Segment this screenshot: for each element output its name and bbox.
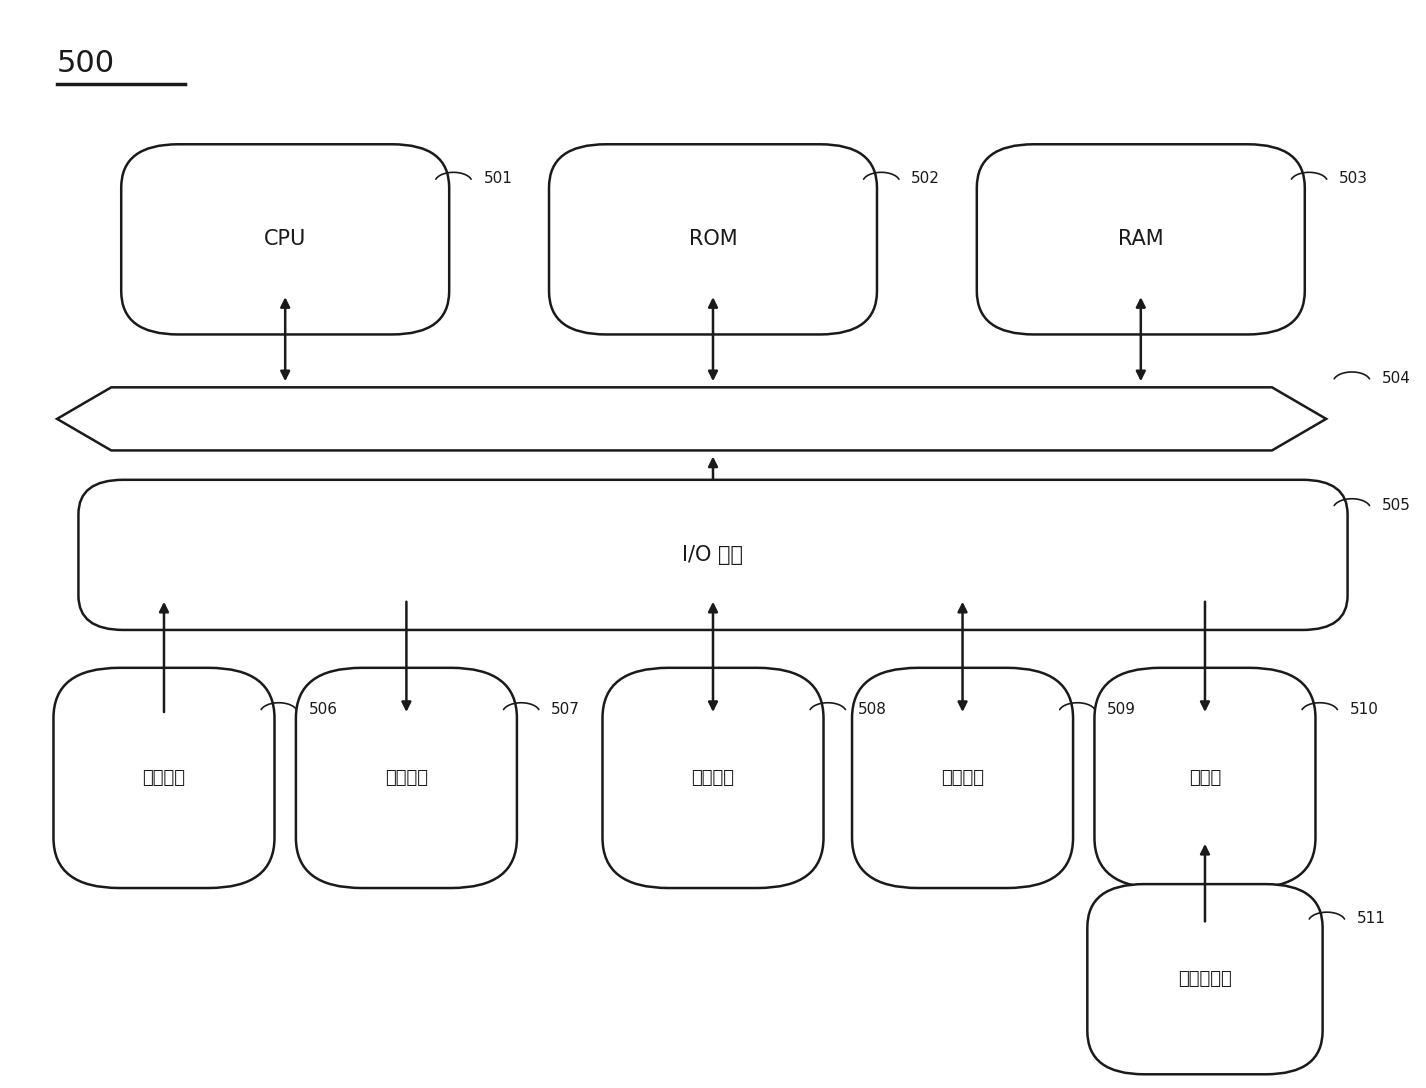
Text: 存储部分: 存储部分 — [692, 769, 734, 787]
Text: 507: 507 — [550, 702, 580, 717]
FancyBboxPatch shape — [1095, 668, 1315, 888]
FancyBboxPatch shape — [54, 668, 274, 888]
Polygon shape — [57, 387, 1326, 450]
Text: 508: 508 — [858, 702, 887, 717]
Text: 输出部分: 输出部分 — [385, 769, 428, 787]
Text: ROM: ROM — [689, 230, 737, 249]
Text: I/O 接口: I/O 接口 — [683, 545, 743, 565]
Text: RAM: RAM — [1118, 230, 1164, 249]
Text: 509: 509 — [1108, 702, 1137, 717]
Text: 511: 511 — [1356, 912, 1386, 926]
FancyBboxPatch shape — [549, 145, 877, 334]
FancyBboxPatch shape — [602, 668, 824, 888]
Text: 500: 500 — [57, 49, 116, 78]
FancyBboxPatch shape — [977, 145, 1305, 334]
Text: 驱动器: 驱动器 — [1189, 769, 1221, 787]
Text: 502: 502 — [911, 172, 940, 186]
Text: 通信部分: 通信部分 — [941, 769, 984, 787]
Text: 501: 501 — [483, 172, 512, 186]
Text: 504: 504 — [1382, 371, 1410, 386]
FancyBboxPatch shape — [297, 668, 516, 888]
Text: 输入部分: 输入部分 — [143, 769, 185, 787]
FancyBboxPatch shape — [78, 480, 1348, 630]
FancyBboxPatch shape — [853, 668, 1074, 888]
FancyBboxPatch shape — [1087, 885, 1323, 1074]
Text: 可拆卸介质: 可拆卸介质 — [1178, 970, 1232, 988]
FancyBboxPatch shape — [121, 145, 449, 334]
Text: CPU: CPU — [264, 230, 307, 249]
Text: 505: 505 — [1382, 498, 1410, 512]
Text: 510: 510 — [1349, 702, 1379, 717]
Text: 506: 506 — [308, 702, 338, 717]
Text: 503: 503 — [1339, 172, 1368, 186]
